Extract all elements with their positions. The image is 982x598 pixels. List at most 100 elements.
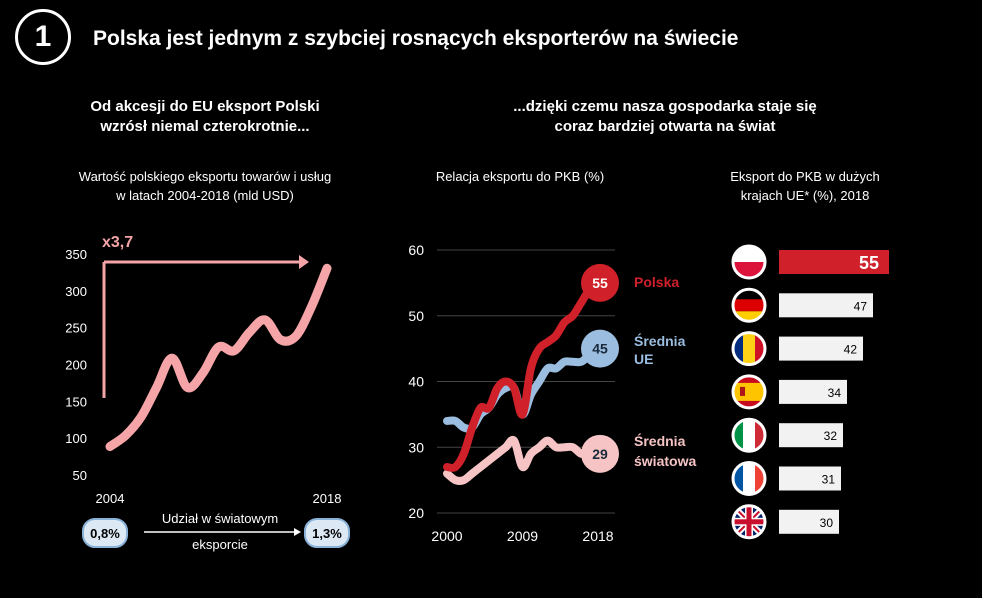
bar-2 bbox=[779, 336, 863, 361]
export-to-gdp-chart: 20 30 40 50 60 2000 2009 2018 29 45 55 Polska Średni… bbox=[408, 242, 696, 544]
bar-1 bbox=[779, 293, 873, 318]
section-number-badge: 1 bbox=[15, 9, 71, 65]
flag-emblem bbox=[740, 386, 745, 396]
flag-ring bbox=[731, 374, 767, 410]
flag-band bbox=[733, 246, 765, 262]
flag-ring bbox=[731, 417, 767, 453]
y-tick-label: 50 bbox=[73, 468, 87, 483]
flag-band bbox=[733, 419, 743, 452]
x-tick-label: 2004 bbox=[96, 491, 125, 506]
y-tick-label: 100 bbox=[65, 431, 87, 446]
flag-poland-icon bbox=[733, 246, 765, 278]
growth-annotation: x3,7 bbox=[102, 234, 133, 251]
y-tick-label: 350 bbox=[65, 247, 87, 262]
bar-value-label: 30 bbox=[820, 516, 834, 530]
y-tick-label: 50 bbox=[408, 308, 424, 324]
flag-france-icon bbox=[733, 462, 765, 495]
y-tick-label: 20 bbox=[408, 505, 424, 521]
flag-band bbox=[733, 262, 765, 278]
line-chart-subtitle: Relacja eksportu do PKB (%) bbox=[435, 169, 605, 184]
legend-world-line1: Średnia bbox=[634, 432, 686, 449]
bar-value-label: 31 bbox=[822, 473, 836, 487]
flag-ring bbox=[731, 331, 767, 367]
series-end-marker bbox=[581, 434, 619, 473]
bar-4 bbox=[779, 423, 843, 448]
y-tick-label: 40 bbox=[408, 374, 424, 390]
flag-italy-icon bbox=[733, 419, 765, 452]
bar-3 bbox=[779, 379, 847, 404]
series-end-label: 45 bbox=[592, 341, 608, 357]
flag-uk-icon bbox=[733, 505, 765, 538]
y-tick-label: 30 bbox=[408, 439, 424, 455]
flag-romania-icon bbox=[733, 332, 765, 365]
flag-band bbox=[733, 332, 743, 365]
flag-band bbox=[743, 419, 755, 452]
flag-band bbox=[743, 332, 755, 365]
flag-cross bbox=[746, 505, 752, 538]
share-end-pill: 1,3% bbox=[304, 518, 350, 548]
flag-band bbox=[733, 289, 765, 300]
left-chart-subtitle-line2: w latach 2004-2018 (mld USD) bbox=[116, 188, 294, 203]
flag-ring bbox=[731, 244, 767, 280]
bar-value-label: 32 bbox=[824, 429, 838, 443]
flag-band bbox=[733, 462, 743, 495]
bar-value-label: 55 bbox=[859, 253, 879, 273]
x-tick-label: 2009 bbox=[507, 528, 538, 544]
y-tick-label: 250 bbox=[65, 321, 87, 336]
flag-band bbox=[733, 311, 765, 322]
left-section-title: Od akcesji do EU eksport Polski wzrósł n… bbox=[30, 97, 380, 137]
y-tick-label: 300 bbox=[65, 284, 87, 299]
bar-6 bbox=[779, 509, 839, 534]
bar-chart-subtitle-line1: Eksport do PKB w dużych bbox=[730, 169, 880, 184]
share-start-pill: 0,8% bbox=[82, 518, 128, 548]
flag-band bbox=[755, 332, 765, 365]
series-end-label: 29 bbox=[592, 446, 608, 462]
bar-value-label: 47 bbox=[854, 299, 868, 313]
bar-0 bbox=[779, 250, 889, 274]
y-tick-label: 60 bbox=[408, 242, 424, 258]
x-tick-label: 2018 bbox=[582, 528, 613, 544]
series-line-0 bbox=[443, 278, 602, 472]
share-arrow-head bbox=[294, 528, 301, 536]
flag-band bbox=[743, 462, 755, 495]
flag-germany-icon bbox=[733, 289, 765, 322]
series-end-marker bbox=[581, 263, 619, 302]
flag-ring bbox=[731, 504, 767, 540]
left-chart-subtitle-line1: Wartość polskiego eksportu towarów i usł… bbox=[78, 169, 332, 184]
flag-ring bbox=[731, 287, 767, 323]
flag-band bbox=[755, 419, 765, 452]
series-end-marker bbox=[581, 329, 619, 368]
flag-ring bbox=[731, 461, 767, 496]
growth-arrow-head bbox=[299, 255, 309, 269]
export-value-chart: 50 100 150 200 250 300 350 x3,7 2004 2018 bbox=[65, 234, 341, 506]
share-label-line2: eksporcie bbox=[192, 537, 248, 552]
flag-spain-icon bbox=[733, 375, 765, 408]
legend-ue-line2: UE bbox=[634, 351, 653, 367]
bar-5 bbox=[779, 466, 841, 491]
left-chart-subtitle: Wartość polskiego eksportu towarów i usł… bbox=[20, 167, 390, 205]
bar-chart-subtitle-line2: krajach UE* (%), 2018 bbox=[740, 188, 870, 203]
export-value-line bbox=[105, 263, 332, 452]
eu-export-bar-chart: 55 47 42 34 32 31 30 bbox=[731, 244, 889, 540]
x-tick-label: 2000 bbox=[431, 528, 462, 544]
legend-polska: Polska bbox=[634, 274, 679, 290]
page-title: Polska jest jednym z szybciej rosnących … bbox=[93, 27, 739, 50]
y-tick-label: 150 bbox=[65, 394, 87, 409]
series-end-label: 55 bbox=[592, 275, 608, 291]
legend-world-line2: światowa bbox=[634, 453, 696, 469]
right-section-title: ...dzięki czemu nasza gospodarka staje s… bbox=[440, 97, 890, 137]
left-section-title-line1: Od akcesji do EU eksport Polski bbox=[90, 98, 320, 115]
series-line-2 bbox=[443, 435, 602, 485]
bar-value-label: 42 bbox=[844, 343, 858, 357]
bar-value-label: 34 bbox=[828, 386, 842, 400]
share-label: Udział w światowym eksporcie bbox=[140, 510, 300, 554]
flag-band bbox=[733, 299, 765, 312]
right-section-title-line1: ...dzięki czemu nasza gospodarka staje s… bbox=[513, 98, 817, 115]
bar-chart-subtitle: Eksport do PKB w dużych krajach UE* (%),… bbox=[700, 167, 910, 205]
flag-band bbox=[755, 462, 765, 495]
x-tick-label: 2018 bbox=[313, 491, 342, 506]
flag-band bbox=[733, 382, 765, 401]
y-tick-label: 200 bbox=[65, 358, 87, 373]
share-label-line1: Udział w światowym bbox=[161, 511, 279, 526]
